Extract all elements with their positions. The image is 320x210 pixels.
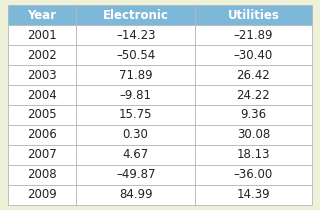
Bar: [195, 5, 312, 25]
Text: 24.22: 24.22: [236, 89, 270, 101]
Text: 2009: 2009: [27, 188, 57, 201]
Text: Electronic: Electronic: [103, 9, 169, 22]
Text: –30.40: –30.40: [234, 49, 273, 62]
Text: 0.30: 0.30: [123, 129, 148, 141]
Text: –21.89: –21.89: [234, 29, 273, 42]
Bar: [8, 145, 76, 165]
Bar: [76, 125, 195, 145]
Bar: [76, 5, 195, 25]
Text: 26.42: 26.42: [236, 69, 270, 81]
Text: 9.36: 9.36: [240, 109, 267, 121]
Bar: [8, 165, 76, 185]
Bar: [76, 145, 195, 165]
Bar: [76, 105, 195, 125]
Text: –9.81: –9.81: [120, 89, 152, 101]
Text: –14.23: –14.23: [116, 29, 156, 42]
Bar: [76, 25, 195, 45]
Bar: [195, 185, 312, 205]
Text: 4.67: 4.67: [123, 148, 149, 161]
Bar: [76, 45, 195, 65]
Bar: [195, 165, 312, 185]
Text: 2003: 2003: [28, 69, 57, 81]
Bar: [8, 105, 76, 125]
Bar: [8, 125, 76, 145]
Bar: [8, 65, 76, 85]
Text: 71.89: 71.89: [119, 69, 153, 81]
Text: 2005: 2005: [28, 109, 57, 121]
Bar: [195, 45, 312, 65]
Text: 2001: 2001: [27, 29, 57, 42]
Bar: [76, 85, 195, 105]
Text: –36.00: –36.00: [234, 168, 273, 181]
Bar: [76, 165, 195, 185]
Bar: [195, 145, 312, 165]
Bar: [8, 185, 76, 205]
Bar: [195, 65, 312, 85]
Bar: [76, 185, 195, 205]
Text: 30.08: 30.08: [237, 129, 270, 141]
Bar: [8, 25, 76, 45]
Bar: [8, 5, 76, 25]
Bar: [76, 65, 195, 85]
Text: 2007: 2007: [27, 148, 57, 161]
Text: 18.13: 18.13: [237, 148, 270, 161]
Text: 2004: 2004: [27, 89, 57, 101]
Bar: [8, 45, 76, 65]
Bar: [195, 85, 312, 105]
Bar: [195, 105, 312, 125]
Bar: [195, 25, 312, 45]
Bar: [195, 125, 312, 145]
Text: 84.99: 84.99: [119, 188, 153, 201]
Text: 2002: 2002: [27, 49, 57, 62]
Text: 14.39: 14.39: [237, 188, 270, 201]
Text: 15.75: 15.75: [119, 109, 152, 121]
Bar: [8, 85, 76, 105]
Text: Year: Year: [28, 9, 57, 22]
Text: Utilities: Utilities: [228, 9, 279, 22]
Text: –50.54: –50.54: [116, 49, 155, 62]
Text: –49.87: –49.87: [116, 168, 156, 181]
Text: 2006: 2006: [27, 129, 57, 141]
Text: 2008: 2008: [28, 168, 57, 181]
